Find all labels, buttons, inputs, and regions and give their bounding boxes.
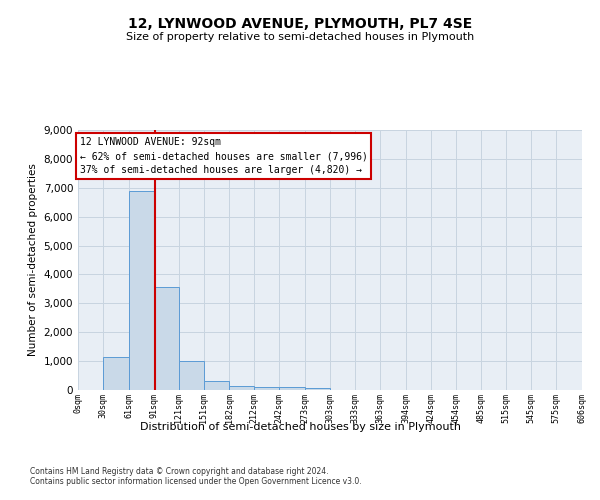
Text: 12, LYNWOOD AVENUE, PLYMOUTH, PL7 4SE: 12, LYNWOOD AVENUE, PLYMOUTH, PL7 4SE [128,18,472,32]
Bar [203,381,229,390]
Text: Distribution of semi-detached houses by size in Plymouth: Distribution of semi-detached houses by … [139,422,461,432]
Text: Contains HM Land Registry data © Crown copyright and database right 2024.: Contains HM Land Registry data © Crown c… [30,468,329,476]
Y-axis label: Number of semi-detached properties: Number of semi-detached properties [28,164,38,356]
Bar [305,388,330,390]
Bar [154,287,179,390]
Bar [254,387,279,390]
Text: 12 LYNWOOD AVENUE: 92sqm
← 62% of semi-detached houses are smaller (7,996)
37% o: 12 LYNWOOD AVENUE: 92sqm ← 62% of semi-d… [80,137,368,175]
Text: Contains public sector information licensed under the Open Government Licence v3: Contains public sector information licen… [30,478,362,486]
Bar [103,358,129,390]
Bar [179,361,203,390]
Bar [279,387,305,390]
Bar [129,191,154,390]
Bar [229,386,254,390]
Text: Size of property relative to semi-detached houses in Plymouth: Size of property relative to semi-detach… [126,32,474,42]
